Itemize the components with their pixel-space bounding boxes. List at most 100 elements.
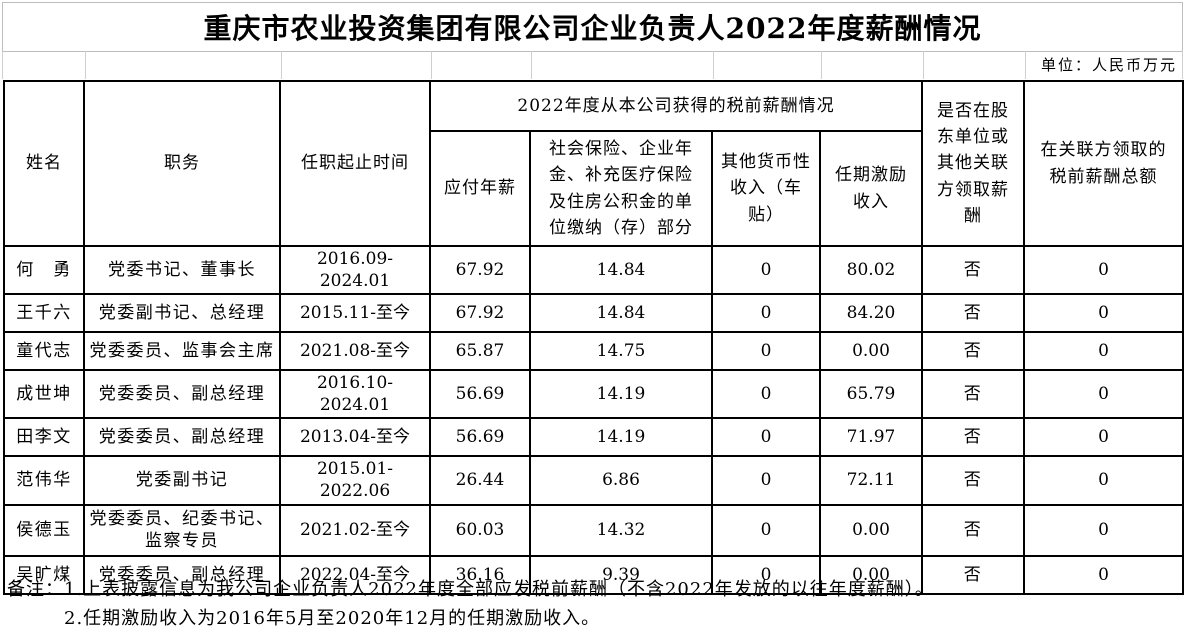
cell-payable: 56.69 [429,417,531,458]
cell-social: 14.19 [529,369,713,420]
cell-name: 成世坤 [3,369,85,420]
cell-social: 14.19 [529,417,713,458]
cell-related: 0 [1023,331,1185,372]
cell-related: 0 [1023,554,1185,595]
cell-name: 王千六 [3,293,85,334]
footnote-line: 1.上表披露信息为我公司企业负责人2022年度全部应发税前薪酬（不含2022年发… [64,579,934,600]
cell-payable: 26.44 [429,455,531,506]
table-row: 童代志 党委委员、监事会主席 2021.08-至今 65.87 14.75 0 … [3,331,1185,372]
cell-other: 0 [711,417,821,458]
cell-shareholder: 否 [921,455,1026,506]
cell-name: 田李文 [3,417,85,458]
table-row: 侯德玉 党委委员、纪委书记、 监察专员 2021.02-至今 60.03 14.… [3,503,1185,557]
col-header-social-insurance: 社会保险、企业年 金、补充医疗保险 及住房公积金的单 位缴纳（存）部分 [529,130,713,247]
cell-incentive: 0.00 [818,554,924,595]
footnotes: 备注： 1.上表披露信息为我公司企业负责人2022年度全部应发税前薪酬（不含20… [7,575,1157,633]
cell-position: 党委副书记 [83,455,281,506]
cell-other: 0 [711,455,821,506]
cell-payable: 67.92 [429,244,531,296]
col-header-name: 姓名 [3,80,85,247]
col-header-related-party-total: 在关联方领取的 税前薪酬总额 [1023,80,1185,247]
gridline [281,51,282,79]
cell-term: 2015.01-2022.06 [279,455,431,506]
cell-incentive: 84.20 [818,293,924,334]
header-row-1: 姓名 职务 任职起止时间 2022年度从本公司获得的税前薪酬情况 是否在股 东单… [3,80,1185,247]
cell-other: 0 [711,244,821,296]
gridline [531,51,532,79]
table-row: 何 勇 党委书记、董事长 2016.09-2024.01 67.92 14.84… [3,244,1185,296]
cell-position: 党委副书记、总经理 [83,293,281,334]
col-header-other-monetary: 其他货币性 收入（车 贴） [711,130,821,247]
cell-other: 0 [711,293,821,334]
cell-other: 0 [711,503,821,557]
salary-table: 姓名 职务 任职起止时间 2022年度从本公司获得的税前薪酬情况 是否在股 东单… [3,80,1185,595]
cell-related: 0 [1023,244,1185,296]
cell-social: 9.39 [529,554,713,595]
cell-position: 党委委员、纪委书记、 监察专员 [83,503,281,557]
gridline [1025,51,1026,79]
gridline [431,51,432,79]
cell-position: 党委委员、副总经理 [83,417,281,458]
col-header-term: 任职起止时间 [279,80,431,247]
cell-incentive: 0.00 [818,503,924,557]
cell-name: 范伟华 [3,455,85,506]
unit-note: 单位：人民币万元 [1040,56,1177,74]
col-header-shareholder-pay: 是否在股 东单位或 其他关联 方领取薪 酬 [921,80,1026,247]
unit-band: 单位：人民币万元 [2,51,1183,79]
cell-term: 2013.04-至今 [279,417,431,458]
cell-shareholder: 否 [921,369,1026,420]
cell-name: 侯德玉 [3,503,85,557]
col-header-tenure-incentive: 任期激励 收入 [818,130,924,247]
cell-name: 童代志 [3,331,85,372]
footnotes-items: 1.上表披露信息为我公司企业负责人2022年度全部应发税前薪酬（不含2022年发… [64,575,1157,633]
cell-payable: 60.03 [429,503,531,557]
cell-incentive: 72.11 [818,455,924,506]
cell-incentive: 0.00 [818,331,924,372]
col-header-position: 职务 [83,80,281,247]
cell-related: 0 [1023,417,1185,458]
cell-other: 0 [711,331,821,372]
footnotes-label: 备注： [7,579,64,600]
cell-term: 2016.10-2024.01 [279,369,431,420]
cell-payable: 36.16 [429,554,531,595]
cell-related: 0 [1023,369,1185,420]
table-row: 王千六 党委副书记、总经理 2015.11-至今 67.92 14.84 0 8… [3,293,1185,334]
cell-social: 14.84 [529,244,713,296]
cell-name: 吴旷煤 [3,554,85,595]
cell-position: 党委委员、监事会主席 [83,331,281,372]
cell-shareholder: 否 [921,417,1026,458]
cell-term: 2015.11-至今 [279,293,431,334]
cell-term: 2022.04-至今 [279,554,431,595]
header-row-2: 应付年薪 社会保险、企业年 金、补充医疗保险 及住房公积金的单 位缴纳（存）部分… [4,130,1183,247]
cell-related: 0 [1023,455,1185,506]
cell-other: 0 [711,554,821,595]
cell-social: 6.86 [529,455,713,506]
cell-payable: 67.92 [429,293,531,334]
cell-social: 14.84 [529,293,713,334]
col-header-payable-salary: 应付年薪 [429,130,531,247]
cell-payable: 56.69 [429,369,531,420]
table-row: 吴旷煤 党委委员、副总经理 2022.04-至今 36.16 9.39 0 0.… [3,554,1185,595]
cell-position: 党委书记、董事长 [83,244,281,296]
cell-term: 2021.02-至今 [279,503,431,557]
cell-incentive: 71.97 [818,417,924,458]
cell-shareholder: 否 [921,331,1026,372]
cell-shareholder: 否 [921,293,1026,334]
gridline [713,51,714,79]
cell-name: 何 勇 [3,244,85,296]
cell-position: 党委委员、副总经理 [83,554,281,595]
cell-position: 党委委员、副总经理 [83,369,281,420]
cell-term: 2021.08-至今 [279,331,431,372]
cell-shareholder: 否 [921,244,1026,296]
cell-related: 0 [1023,503,1185,557]
cell-shareholder: 否 [921,554,1026,595]
cell-social: 14.32 [529,503,713,557]
gridline [923,51,924,79]
table-row: 田李文 党委委员、副总经理 2013.04-至今 56.69 14.19 0 7… [3,417,1185,458]
table-row: 范伟华 党委副书记 2015.01-2022.06 26.44 6.86 0 7… [3,455,1185,506]
cell-related: 0 [1023,293,1185,334]
cell-shareholder: 否 [921,503,1026,557]
col-header-salary-group: 2022年度从本公司获得的税前薪酬情况 [428,80,924,132]
table-row: 成世坤 党委委员、副总经理 2016.10-2024.01 56.69 14.1… [3,369,1185,420]
